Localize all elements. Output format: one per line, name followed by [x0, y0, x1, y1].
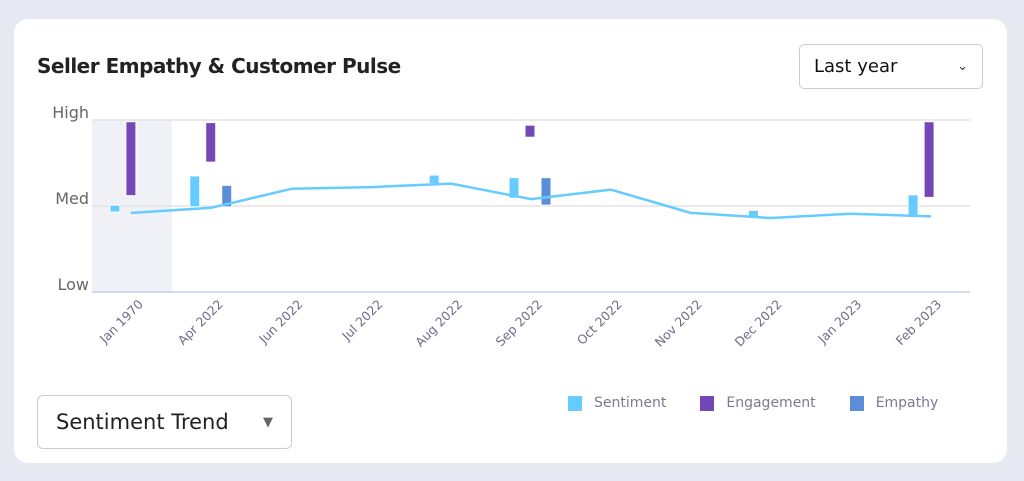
x-tick-label: Aug 2022 [412, 297, 465, 350]
chart-card [14, 19, 1007, 463]
bar-empathy [540, 177, 552, 206]
bar-sentiment [508, 177, 520, 199]
trend-point [210, 206, 213, 209]
chevron-down-icon: ⌄ [957, 59, 968, 74]
trend-point [370, 185, 373, 189]
sentiment-trend-line [131, 182, 931, 220]
trend-point [130, 211, 134, 215]
legend-label: Empathy [875, 395, 939, 411]
trend-point [449, 182, 453, 185]
bar-engagement [524, 124, 536, 138]
x-tick-label: Feb 2023 [893, 297, 945, 349]
trend-point [769, 216, 772, 220]
x-tick-label: Apr 2022 [175, 297, 226, 348]
y-tick-label: Med [55, 189, 89, 208]
trend-point [290, 187, 293, 190]
caret-down-icon: ▼ [263, 414, 273, 430]
legend-swatch [700, 395, 715, 411]
x-tick-label: Sep 2022 [493, 297, 546, 350]
x-tick-label: Jan 2023 [814, 297, 864, 347]
legend-item-empathy[interactable]: Empathy [849, 395, 939, 411]
trend-point [849, 212, 852, 215]
card-title: Seller Empathy & Customer Pulse [37, 54, 401, 78]
legend-label: Engagement [726, 395, 816, 411]
x-tick-label: Jan 1970 [96, 296, 146, 346]
y-tick-label: High [52, 103, 89, 122]
legend-item-engagement[interactable]: Engagement [700, 395, 816, 411]
trend-point [609, 188, 613, 191]
trend-point [928, 215, 932, 218]
chart-legend: Sentiment Engagement Empathy [568, 395, 938, 411]
legend-item-sentiment[interactable]: Sentiment [568, 395, 666, 411]
legend-swatch [568, 395, 582, 411]
trend-point [689, 211, 692, 215]
legend-label: Sentiment [594, 395, 667, 411]
trend-type-select[interactable]: Sentiment Trend ▼ [37, 395, 292, 449]
bar-sentiment [907, 194, 919, 217]
legend-swatch [849, 395, 864, 411]
bar-engagement [923, 121, 935, 198]
trend-point [529, 197, 533, 201]
x-tick-label: Nov 2022 [652, 297, 705, 350]
bar-sentiment [428, 174, 440, 185]
time-range-select[interactable]: Last year ⌄ [799, 44, 983, 89]
trend-type-value: Sentiment Trend [56, 410, 229, 434]
x-tick-label: Jun 2022 [255, 297, 305, 347]
y-tick-label: Low [57, 275, 89, 294]
time-range-value: Last year [814, 56, 898, 77]
x-tick-label: Dec 2022 [732, 297, 785, 350]
bar-sentiment [109, 204, 121, 213]
bar-sentiment [189, 175, 201, 208]
x-tick-label: Jul 2022 [338, 297, 385, 344]
x-tick-label: Oct 2022 [574, 297, 625, 348]
bar-engagement [125, 121, 137, 197]
bar-engagement [205, 122, 217, 163]
bar-empathy [221, 184, 233, 208]
